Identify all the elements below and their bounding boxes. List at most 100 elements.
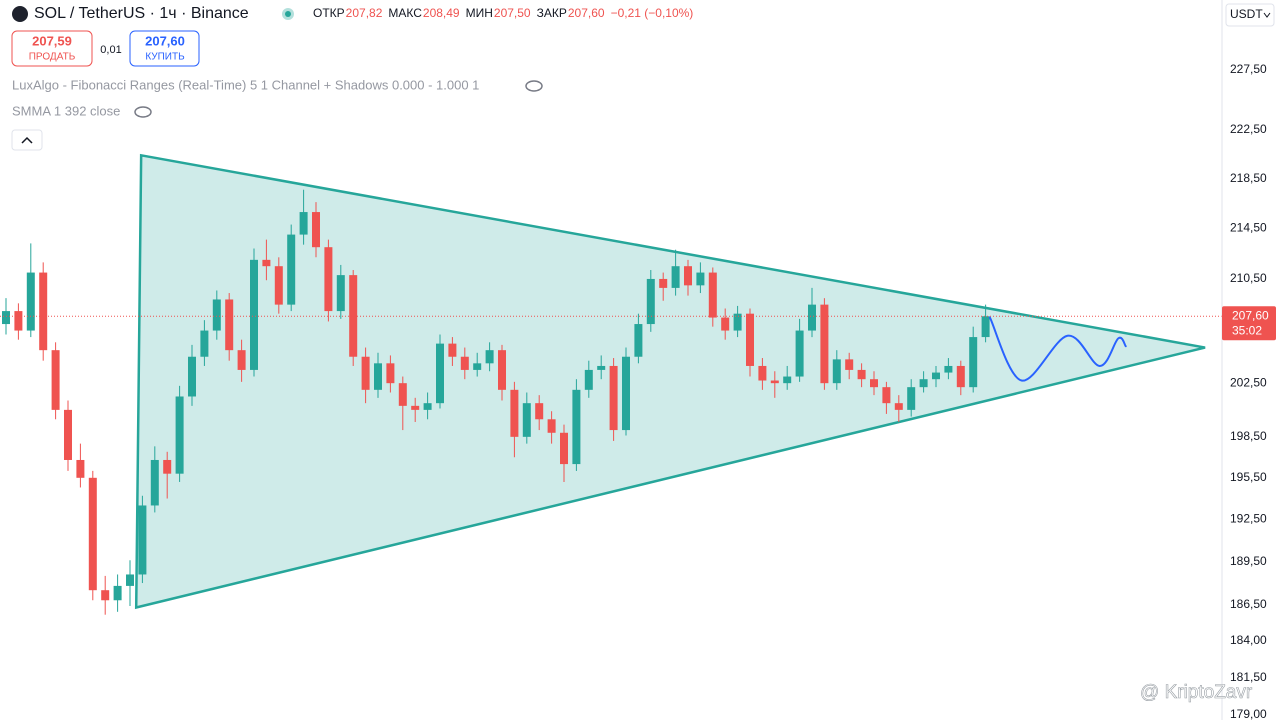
- candle-body: [26, 272, 35, 331]
- candle-body: [535, 403, 544, 420]
- eye-icon[interactable]: [134, 106, 152, 118]
- candle-body: [510, 389, 519, 437]
- candle-body: [684, 266, 692, 286]
- price-change: −0,21 (−0,10%): [611, 6, 694, 20]
- candle-body: [473, 363, 482, 370]
- candle-body: [572, 389, 581, 465]
- y-tick-label: 181,50: [1230, 670, 1267, 684]
- candle-body: [460, 356, 469, 370]
- candle-body: [919, 379, 928, 388]
- candle-body: [969, 337, 978, 388]
- triangle-drawing: [134, 153, 1206, 610]
- candle-body: [212, 299, 221, 331]
- ohlc-value: 207,50: [494, 6, 531, 20]
- candle-body: [349, 275, 358, 357]
- candle-body: [101, 590, 110, 601]
- spread: 0,01: [100, 44, 121, 56]
- candle-body: [746, 313, 754, 366]
- candle-body: [560, 432, 568, 465]
- candle-body: [671, 266, 680, 288]
- candle-body: [237, 350, 246, 370]
- candle-body: [609, 365, 618, 431]
- candle-body: [956, 365, 965, 388]
- candle-body: [398, 383, 407, 406]
- candle-body: [312, 212, 320, 248]
- candle-body: [386, 363, 395, 384]
- candle-body: [832, 359, 841, 384]
- candle-body: [696, 272, 705, 286]
- candle-body: [733, 313, 742, 331]
- countdown: 35:02: [1232, 323, 1262, 337]
- y-tick-label: 227,50: [1230, 62, 1267, 76]
- candle-body: [783, 376, 792, 384]
- candle-body: [758, 365, 767, 381]
- candle-body: [138, 505, 147, 575]
- ohlc-value: 207,60: [568, 6, 605, 20]
- candle-body: [88, 477, 97, 591]
- buy-label: КУПИТЬ: [145, 52, 185, 63]
- candle-body: [894, 403, 903, 410]
- indicator-label[interactable]: SMMA 1 392 close: [12, 103, 120, 118]
- candle-body: [411, 405, 420, 410]
- candle-body: [622, 356, 630, 431]
- y-tick-label: 214,50: [1230, 220, 1267, 234]
- candle-body: [324, 247, 333, 312]
- candle-body: [287, 234, 296, 305]
- indicator-label[interactable]: LuxAlgo - Fibonacci Ranges (Real-Time) 5…: [12, 77, 479, 92]
- candle-body: [882, 387, 891, 404]
- currency-button[interactable]: [1225, 3, 1275, 27]
- watermark: @ KriptoZavr: [1140, 682, 1253, 703]
- candle-body: [708, 272, 717, 318]
- y-tick-label: 186,50: [1230, 597, 1267, 611]
- candle-body: [64, 409, 72, 460]
- candle-body: [845, 359, 854, 370]
- candle-body: [51, 350, 60, 410]
- candle-body: [634, 324, 643, 357]
- candle-body: [820, 304, 829, 384]
- candle-body: [547, 419, 556, 433]
- candle-body: [808, 304, 816, 331]
- candle-body: [225, 299, 234, 351]
- candle-body: [262, 259, 271, 267]
- candle-body: [200, 330, 209, 357]
- candle-body: [857, 369, 866, 380]
- candle-body: [932, 372, 940, 380]
- buy-button[interactable]: [129, 30, 200, 67]
- y-tick-label: 192,50: [1230, 512, 1267, 526]
- y-tick-label: 184,00: [1230, 633, 1267, 647]
- dropdown-icon: [1263, 12, 1271, 18]
- candle-body: [584, 369, 593, 390]
- y-tick-label: 222,50: [1230, 122, 1267, 136]
- candle-body: [274, 266, 283, 305]
- candle-body: [188, 356, 196, 397]
- symbol-title: SOL / TetherUS · 1ч · Binance: [34, 5, 249, 22]
- collapse-button[interactable]: [11, 129, 43, 151]
- y-tick-label: 179,00: [1230, 707, 1267, 720]
- ohlc-label: МИН: [466, 6, 493, 20]
- candle-body: [374, 363, 382, 390]
- candle-body: [150, 459, 159, 506]
- status-dot: [285, 11, 291, 17]
- candle-body: [250, 259, 258, 370]
- candle-body: [299, 212, 308, 235]
- candle-body: [944, 365, 953, 373]
- sell-price: 207,59: [32, 33, 72, 48]
- last-price-label: 207,60: [1232, 308, 1269, 322]
- y-tick-label: 202,50: [1230, 375, 1267, 389]
- ohlc-label: МАКС: [388, 6, 422, 20]
- eye-icon[interactable]: [525, 80, 543, 92]
- sell-button[interactable]: [11, 30, 93, 67]
- y-tick-label: 198,50: [1230, 429, 1267, 443]
- last-price-box: [1222, 306, 1276, 341]
- candle-body: [522, 403, 531, 437]
- y-tick-label: 218,50: [1230, 171, 1267, 185]
- candle-body: [721, 317, 730, 331]
- y-tick-label: 195,50: [1230, 470, 1267, 484]
- candle-body: [870, 379, 878, 388]
- y-tick-label: 210,50: [1230, 271, 1267, 285]
- symbol-logo: [12, 6, 28, 22]
- candle-body: [770, 380, 779, 384]
- candle-body: [14, 311, 23, 331]
